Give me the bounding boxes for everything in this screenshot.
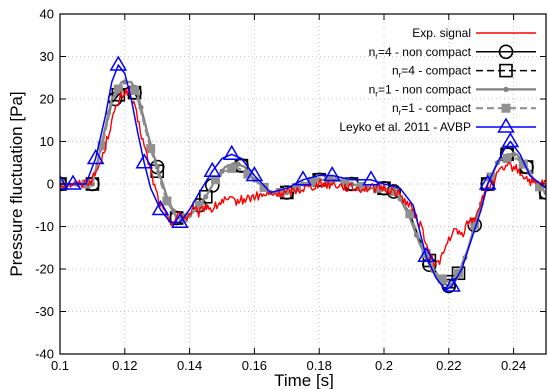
series-marker-2 [199,189,213,204]
series-marker-3 [219,168,225,174]
y-axis-label: Pressure fluctuation [Pa] [7,91,26,276]
series-marker-4 [259,182,269,192]
axes: 0.1 0.12 0.14 0.16 0.18 0.2 0.22 0.24 -40 -30 -20 -… [35,7,547,373]
series-marker-3 [170,208,176,214]
series-5 [60,55,546,292]
legend-entry-3: nr=1 - non compact [369,82,536,98]
legend-entry-5: Leyko et al. 2011 - AVBP [339,117,536,134]
y-tick-label: -10 [35,219,54,234]
x-tick-label: 0.24 [501,358,526,373]
series-0 [60,87,546,267]
series-marker-5 [60,174,69,190]
series-marker-4 [502,154,512,163]
series-marker-5 [171,212,189,228]
x-tick-label: 0.12 [112,358,137,373]
series-marker-4 [340,177,350,187]
series-marker-4 [389,186,399,196]
series-marker-5 [109,55,128,71]
series-marker-4 [146,144,156,154]
series-marker-4 [356,182,366,192]
legend-marker [501,103,511,113]
series-marker-4 [535,182,545,192]
legend-label: nr=4 - compact [392,64,472,80]
y-tick-label: 10 [40,134,54,149]
legend-marker [499,63,513,78]
series-marker-4 [308,176,318,186]
y-tick-label: 0 [47,177,54,192]
series-marker-4 [194,200,204,210]
series-line-0 [60,87,546,267]
legend: Exp. signal nr=4 - non compact nr=4 - comp… [339,26,536,134]
series-marker-4 [470,220,480,230]
series-marker-5 [222,144,241,160]
series-marker-4 [405,209,415,219]
series-marker-4 [113,84,123,94]
legend-label: nr=1 - compact [392,101,472,117]
legend-marker [497,117,515,133]
series-marker-4 [373,183,383,193]
series-marker-5 [245,165,264,182]
series-marker-3 [235,161,241,167]
y-tick-label: -20 [35,262,54,277]
x-tick-label: 0.2 [375,358,393,373]
series-marker-5 [362,170,380,186]
series-marker-4 [162,196,172,206]
legend-label: nr=1 - non compact [369,82,472,98]
series-marker-4 [97,141,107,151]
x-tick-label: 0.18 [307,358,332,373]
x-tick-label: 0.16 [242,358,267,373]
legend-label: Exp. signal [412,26,471,40]
series-marker-5 [64,174,82,190]
y-tick-label: -30 [35,304,54,319]
series-marker-5 [151,199,170,216]
series-marker-2 [451,266,466,281]
legend-entry-2: nr=4 - compact [392,64,536,80]
y-tick-label: 30 [40,49,54,64]
series-marker-5 [203,161,222,177]
series-marker-5 [417,246,435,262]
series-marker-5 [135,153,154,169]
series-marker-5 [443,276,461,292]
series-marker-5 [323,165,341,182]
series-marker-4 [437,274,447,284]
series-marker-4 [275,188,285,197]
series-marker-4 [243,169,253,179]
legend-marker [498,44,514,60]
legend-marker [503,86,509,92]
x-tick-label: 0.14 [177,358,202,373]
series-marker-4 [130,86,140,95]
series-marker-2 [539,185,546,200]
legend-entry-0: Exp. signal [412,26,536,40]
y-tick-label: 40 [40,7,54,22]
legend-label: nr=4 - non compact [369,45,472,61]
legend-label: Leyko et al. 2011 - AVBP [339,120,471,134]
series-line-5 [60,64,546,292]
series-marker-5 [294,170,312,186]
legend-entry-4: nr=1 - compact [392,101,536,117]
x-tick-label: 0.22 [436,358,461,373]
series-marker-4 [211,175,221,185]
y-tick-label: -40 [35,347,54,362]
series-marker-4 [518,159,528,169]
legend-entry-1: nr=4 - non compact [369,44,536,61]
x-axis-label: Time [s] [274,371,334,389]
x-tick-label: 0.1 [51,358,69,373]
series-layer [60,55,546,294]
series-marker-5 [86,148,105,165]
series-marker-3 [510,151,517,157]
y-tick-label: 20 [40,92,54,107]
series-marker-5 [478,174,497,190]
series-marker-5 [501,131,520,148]
series-marker-4 [227,163,237,173]
